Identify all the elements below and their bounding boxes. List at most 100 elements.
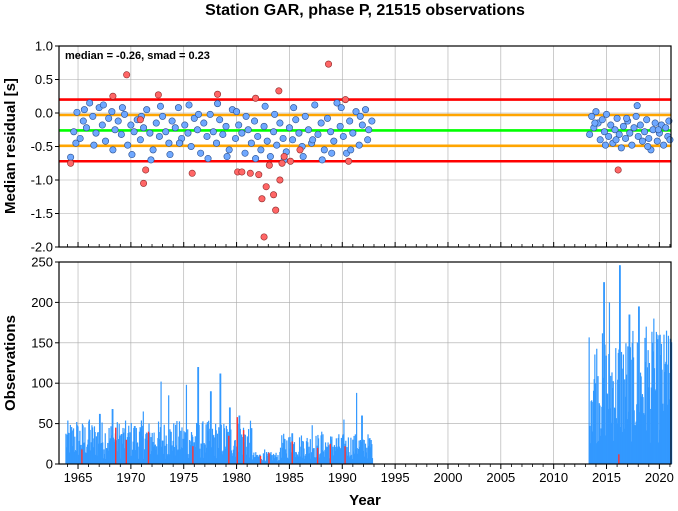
residual-point — [662, 124, 670, 132]
observation-bar — [163, 453, 165, 464]
observation-bar — [612, 388, 614, 464]
observation-bar — [655, 389, 657, 464]
observation-bar — [175, 424, 177, 464]
observation-bar — [239, 415, 241, 464]
residual-point — [613, 114, 621, 122]
residual-point — [261, 102, 269, 110]
residual-y-tick-label: -1.5 — [31, 206, 53, 221]
observation-bar — [101, 422, 103, 464]
observation-bar — [343, 419, 345, 464]
observation-bar — [371, 458, 374, 464]
observation-bar — [607, 409, 609, 464]
observation-bar — [167, 454, 169, 464]
observation-bar — [187, 429, 189, 464]
observation-bar — [71, 430, 73, 464]
observation-bar — [232, 455, 234, 464]
observation-bar — [138, 431, 141, 464]
residual-point — [241, 149, 249, 157]
outlier-bars — [81, 417, 620, 464]
observation-bar — [187, 457, 189, 464]
observation-bar — [74, 450, 77, 464]
observation-bar — [108, 427, 110, 464]
residual-point — [105, 114, 113, 122]
observation-bar — [323, 451, 325, 464]
observation-bar — [159, 427, 162, 464]
observation-bar — [297, 456, 299, 464]
observation-bar — [652, 351, 654, 464]
residual-point — [152, 119, 160, 127]
residual-point — [242, 112, 250, 120]
observation-bar — [158, 431, 160, 464]
observation-bar — [68, 433, 70, 464]
outlier-bar — [268, 452, 270, 464]
observation-bar — [597, 376, 599, 464]
observation-bar — [619, 265, 621, 464]
observation-bar — [168, 395, 170, 464]
observation-bar — [660, 343, 663, 464]
observation-bar — [295, 451, 297, 464]
observation-bar — [629, 314, 631, 464]
observation-bar — [149, 432, 151, 464]
residual-outlier-point — [325, 60, 333, 68]
residual-point — [276, 119, 284, 127]
observation-bar — [157, 438, 159, 464]
residual-point — [260, 122, 268, 130]
observation-bar — [73, 451, 75, 464]
observation-bar — [105, 458, 107, 464]
observation-bar — [288, 437, 290, 464]
observation-bar — [190, 444, 192, 464]
observation-bar — [666, 404, 668, 464]
observation-bar — [238, 415, 240, 464]
observation-bar — [172, 440, 174, 464]
observation-bar — [85, 452, 87, 464]
residual-point — [660, 141, 668, 149]
observation-bar — [145, 432, 148, 464]
observation-bar — [254, 456, 256, 464]
observation-bar — [128, 436, 130, 464]
observation-bar — [357, 453, 359, 464]
observation-bar — [162, 440, 164, 464]
observation-bar — [117, 439, 120, 464]
residual-point — [299, 153, 307, 161]
observation-bar — [302, 441, 304, 464]
observations-y-tick-label: 50 — [39, 416, 53, 431]
observation-bar — [638, 306, 640, 464]
observation-bar — [669, 399, 671, 464]
observation-bar — [285, 453, 287, 464]
residual-point — [653, 137, 661, 145]
observation-bar — [65, 433, 67, 464]
observation-bar — [650, 408, 652, 464]
observation-bar — [218, 427, 220, 464]
residual-point — [140, 124, 148, 132]
year-tick-label: 1985 — [275, 470, 304, 485]
observation-bar — [631, 441, 633, 464]
observation-bar — [643, 413, 645, 464]
observation-bar — [347, 455, 349, 464]
observation-bar — [620, 427, 622, 464]
observation-bar — [194, 436, 196, 464]
observation-bar — [87, 439, 89, 464]
observation-bar — [283, 438, 285, 464]
observation-bar — [97, 443, 99, 464]
observation-bar — [278, 460, 280, 464]
observation-bar — [214, 455, 216, 464]
residual-point — [622, 134, 630, 142]
observation-bar — [345, 451, 348, 464]
observation-bar — [159, 439, 161, 464]
residual-point — [214, 100, 222, 108]
residual-y-tick-label: -0.5 — [31, 139, 53, 154]
observation-bar — [171, 445, 173, 464]
observation-bar — [641, 394, 644, 464]
residual-point — [67, 153, 75, 161]
residual-point — [121, 110, 129, 118]
observation-bar — [157, 421, 160, 464]
observation-bar — [369, 438, 371, 464]
observation-bar — [103, 449, 105, 464]
observation-bar — [105, 448, 108, 464]
residual-point — [166, 151, 174, 159]
residual-panel: 1.0 0.5 0.0 -0.5 -1.0 -1.5 -2.0 median = -0.26… — [2, 39, 674, 255]
observation-bar — [98, 432, 100, 464]
observation-bar — [300, 435, 303, 464]
observation-bar — [321, 450, 323, 464]
residual-y-tick-label: 1.0 — [35, 39, 53, 54]
